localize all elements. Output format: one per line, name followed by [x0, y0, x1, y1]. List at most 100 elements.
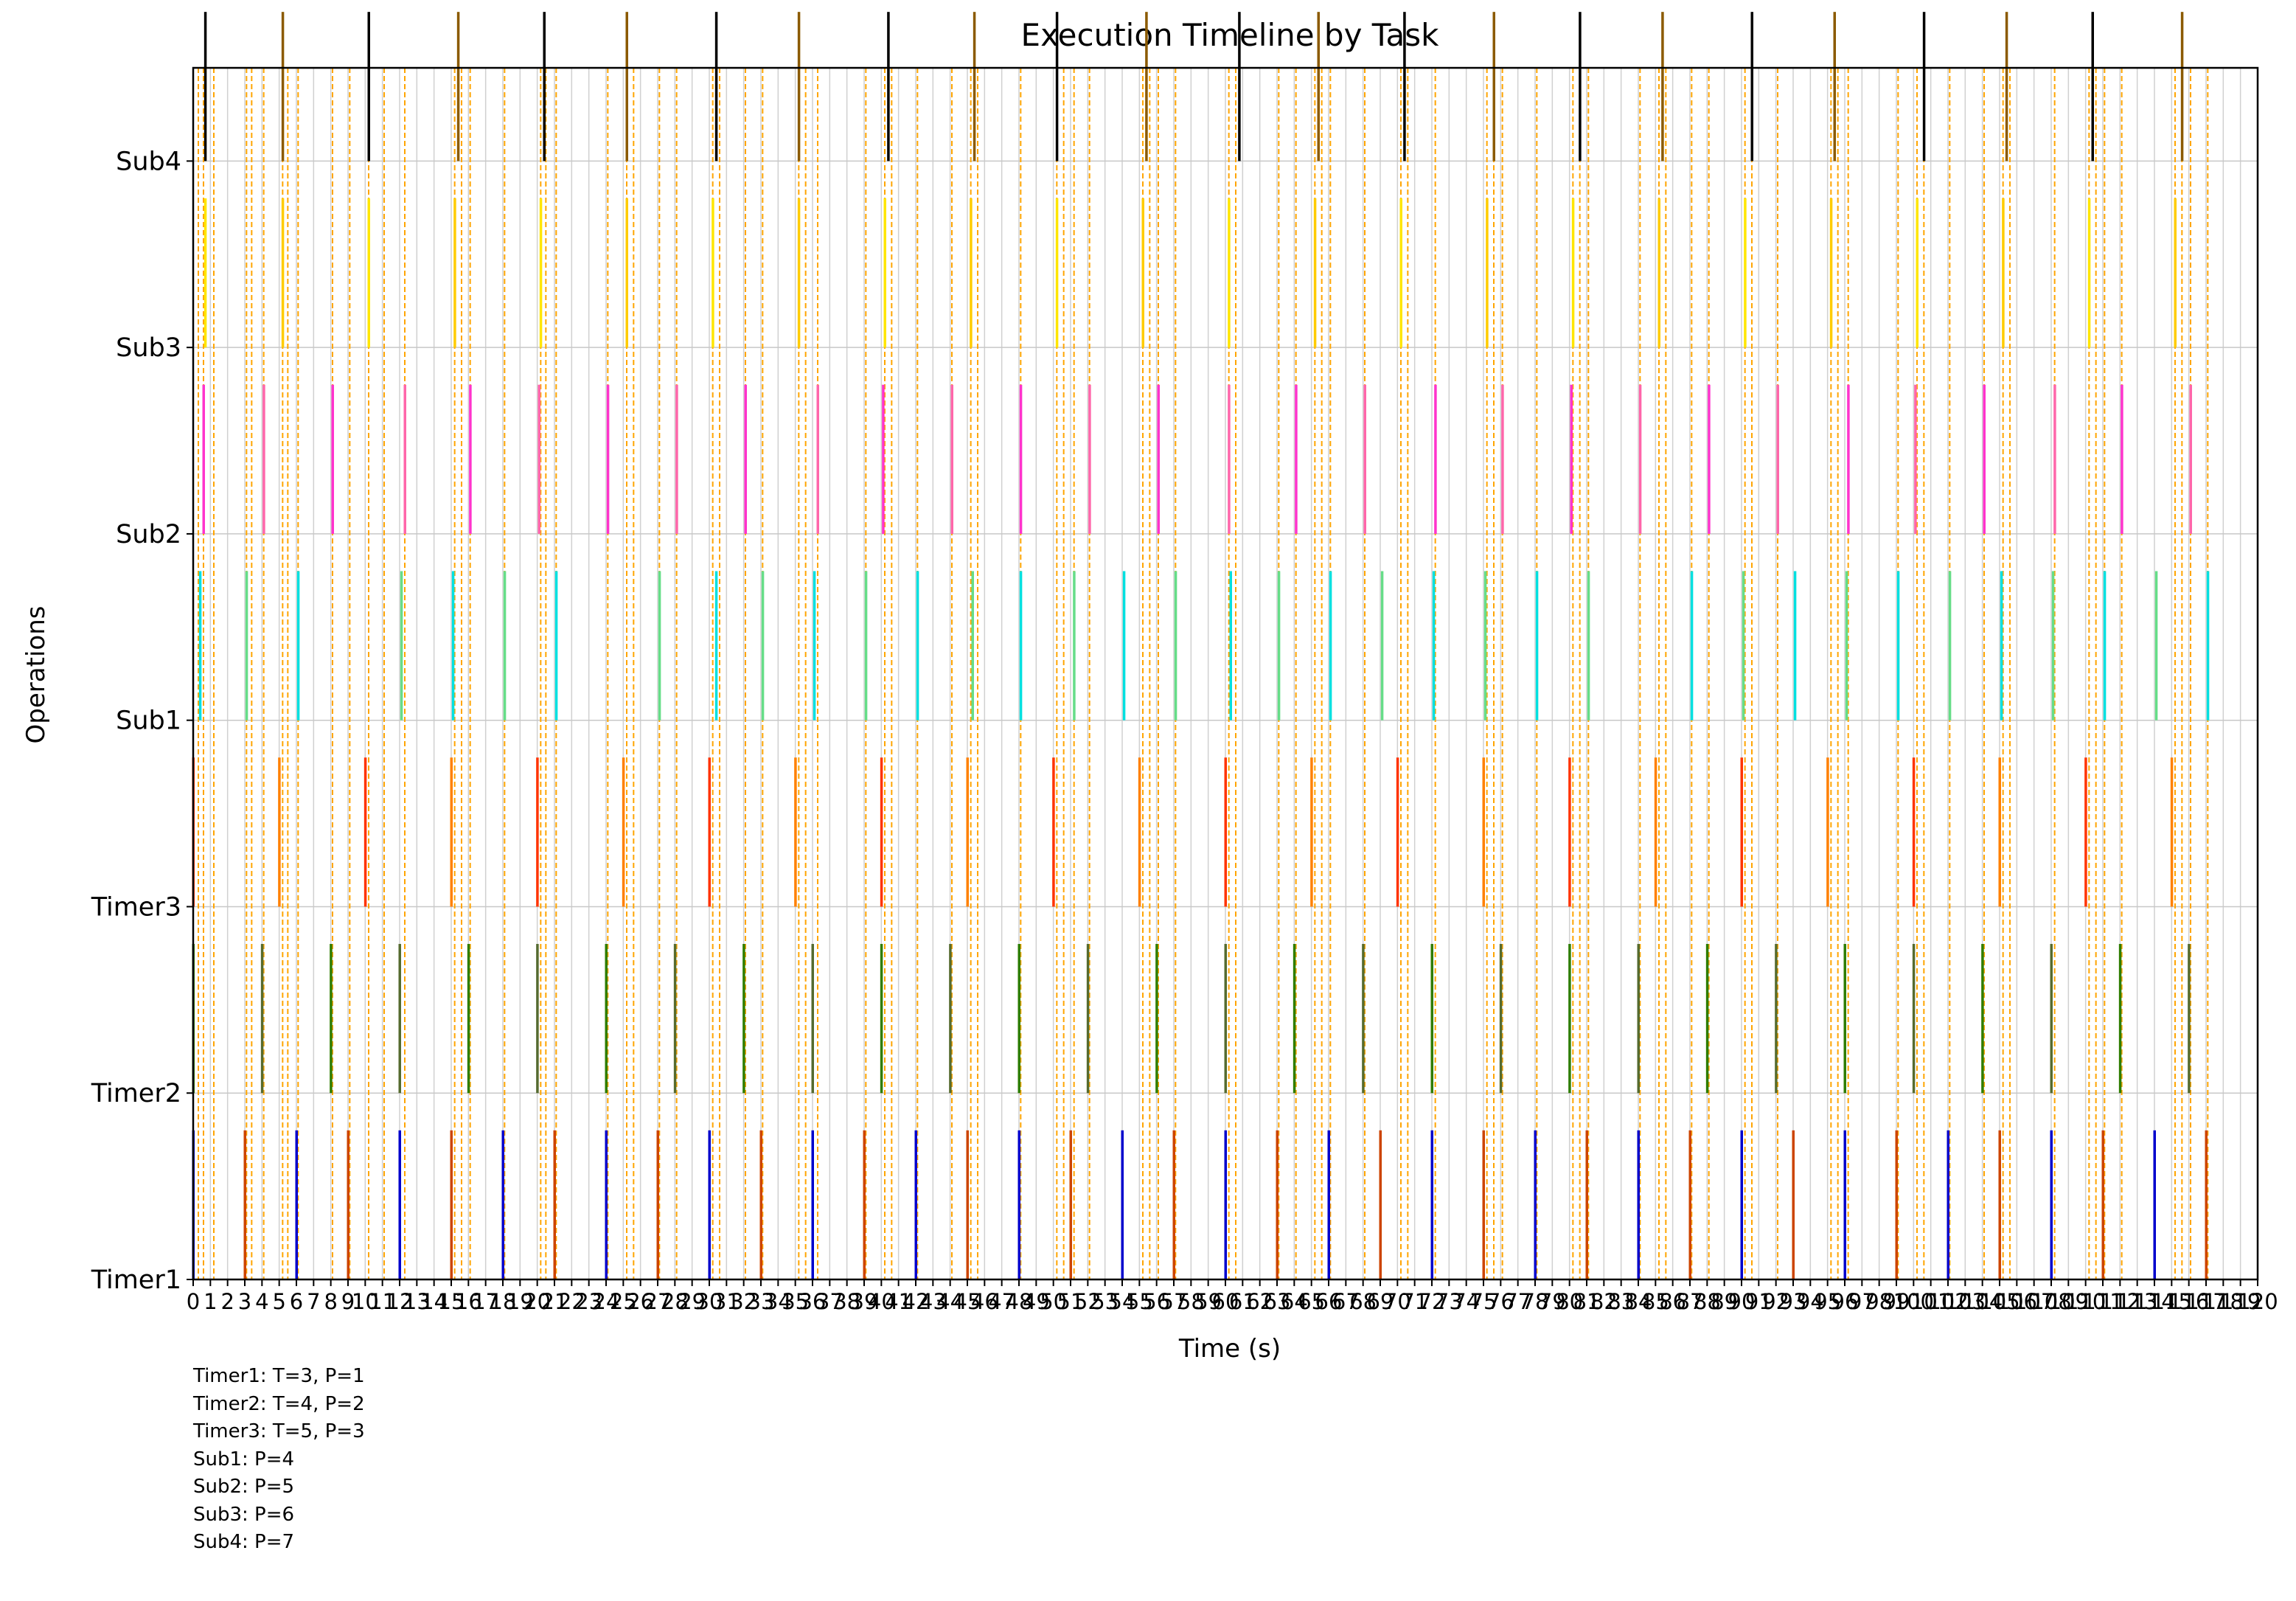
execution-bar-timer2 — [1362, 944, 1365, 1094]
x-tick-label: 105 — [1979, 1289, 2020, 1314]
execution-bar-timer1 — [1688, 1130, 1691, 1279]
x-tick-label: 26 — [627, 1289, 654, 1314]
x-tick-label: 102 — [1927, 1289, 1968, 1314]
execution-bar-sub3 — [2174, 198, 2177, 348]
x-tick-label: 36 — [799, 1289, 827, 1314]
execution-bar-sub1 — [813, 571, 816, 720]
execution-bar-timer2 — [1705, 944, 1709, 1094]
x-tick-label: 112 — [2100, 1289, 2140, 1314]
x-tick-label: 28 — [661, 1289, 689, 1314]
x-tick-label: 20 — [523, 1289, 551, 1314]
execution-bar-timer2 — [1568, 944, 1571, 1094]
x-tick-label: 114 — [2134, 1289, 2174, 1314]
x-tick-label: 33 — [748, 1289, 775, 1314]
y-axis-label: Operations — [21, 606, 51, 744]
x-tick-label: 32 — [730, 1289, 757, 1314]
x-tick-label: 50 — [1040, 1289, 1067, 1314]
execution-bar-sub3 — [1744, 198, 1747, 348]
execution-bar-sub1 — [864, 571, 868, 720]
execution-bar-timer1 — [2205, 1130, 2208, 1279]
x-tick-label: 23 — [575, 1289, 602, 1314]
x-tick-label: 64 — [1281, 1289, 1308, 1314]
execution-bar-sub4 — [1492, 12, 1495, 162]
execution-bar-timer2 — [1775, 944, 1778, 1094]
execution-bar-sub2 — [1434, 384, 1437, 534]
x-tick-label: 27 — [644, 1289, 672, 1314]
execution-bar-sub4 — [797, 12, 801, 162]
execution-bar-timer3 — [363, 757, 367, 907]
execution-bar-sub3 — [625, 198, 628, 348]
execution-bar-sub2 — [1157, 384, 1160, 534]
execution-bar-sub4 — [714, 12, 718, 162]
x-tick-label: 46 — [971, 1289, 998, 1314]
execution-bar-sub3 — [1486, 198, 1489, 348]
execution-bar-timer1 — [1998, 1130, 2001, 1279]
x-tick-label: 72 — [1419, 1289, 1446, 1314]
execution-bar-sub1 — [1174, 571, 1177, 720]
x-tick-label: 70 — [1384, 1289, 1411, 1314]
execution-bar-sub2 — [882, 384, 885, 534]
x-tick-label: 82 — [1590, 1289, 1618, 1314]
x-tick-label: 90 — [1728, 1289, 1756, 1314]
execution-bar-timer1 — [759, 1130, 762, 1279]
execution-bar-timer2 — [1017, 944, 1020, 1094]
x-tick-label: 5 — [272, 1289, 285, 1314]
execution-bar-sub1 — [761, 571, 765, 720]
note-timer3: Timer3: T=5, P=3 — [193, 1420, 365, 1442]
execution-bar-timer1 — [1534, 1130, 1537, 1279]
execution-bar-sub1 — [198, 571, 202, 720]
x-tick-label: 76 — [1487, 1289, 1514, 1314]
x-tick-label: 101 — [1910, 1289, 1951, 1314]
execution-bar-timer1 — [450, 1130, 453, 1279]
x-tick-label: 73 — [1436, 1289, 1463, 1314]
execution-bar-sub2 — [202, 384, 205, 534]
execution-bar-timer1 — [1637, 1130, 1640, 1279]
x-tick-label: 24 — [593, 1289, 620, 1314]
execution-bar-timer3 — [1998, 757, 2001, 907]
execution-bar-timer2 — [1155, 944, 1158, 1094]
execution-bar-timer3 — [1310, 757, 1313, 907]
execution-bar-sub1 — [1742, 571, 1745, 720]
execution-bar-sub4 — [1579, 12, 1582, 162]
execution-bar-sub1 — [1019, 571, 1023, 720]
execution-bar-timer1 — [2101, 1130, 2104, 1279]
x-tick-label: 95 — [1814, 1289, 1841, 1314]
execution-bar-sub1 — [2051, 571, 2055, 720]
x-tick-label: 79 — [1539, 1289, 1566, 1314]
x-tick-label: 19 — [507, 1289, 534, 1314]
execution-bar-sub4 — [973, 12, 976, 162]
execution-bar-sub2 — [262, 384, 265, 534]
execution-bar-sub2 — [1983, 384, 1986, 534]
execution-bar-sub2 — [1363, 384, 1366, 534]
x-tick-label: 98 — [1865, 1289, 1893, 1314]
note-sub2: Sub2: P=5 — [193, 1476, 295, 1498]
execution-bar-sub4 — [625, 12, 628, 162]
x-tick-label: 78 — [1522, 1289, 1549, 1314]
execution-bar-timer2 — [1981, 944, 1984, 1094]
execution-bar-timer1 — [1792, 1130, 1795, 1279]
execution-bar-sub2 — [1776, 384, 1779, 534]
execution-bar-timer3 — [1912, 757, 1916, 907]
x-tick-label: 57 — [1161, 1289, 1188, 1314]
execution-bar-timer1 — [347, 1130, 349, 1279]
execution-bar-timer1 — [1379, 1130, 1382, 1279]
execution-bar-timer3 — [622, 757, 625, 907]
execution-bar-sub2 — [2053, 384, 2056, 534]
execution-bar-timer1 — [1224, 1130, 1227, 1279]
execution-bar-sub2 — [675, 384, 678, 534]
execution-bar-sub4 — [1922, 12, 1926, 162]
execution-bar-sub3 — [970, 198, 973, 348]
x-tick-label: 56 — [1143, 1289, 1170, 1314]
x-tick-label: 66 — [1315, 1289, 1343, 1314]
execution-bar-sub1 — [1793, 571, 1797, 720]
execution-bar-sub3 — [1313, 198, 1317, 348]
note-sub1: Sub1: P=4 — [193, 1448, 295, 1470]
x-tick-label: 116 — [2168, 1289, 2209, 1314]
execution-bar-timer1 — [708, 1130, 711, 1279]
note-timer2: Timer2: T=4, P=2 — [193, 1392, 365, 1415]
execution-bar-timer1 — [1895, 1130, 1898, 1279]
execution-bar-timer3 — [1740, 757, 1743, 907]
execution-bar-sub2 — [1914, 384, 1917, 534]
